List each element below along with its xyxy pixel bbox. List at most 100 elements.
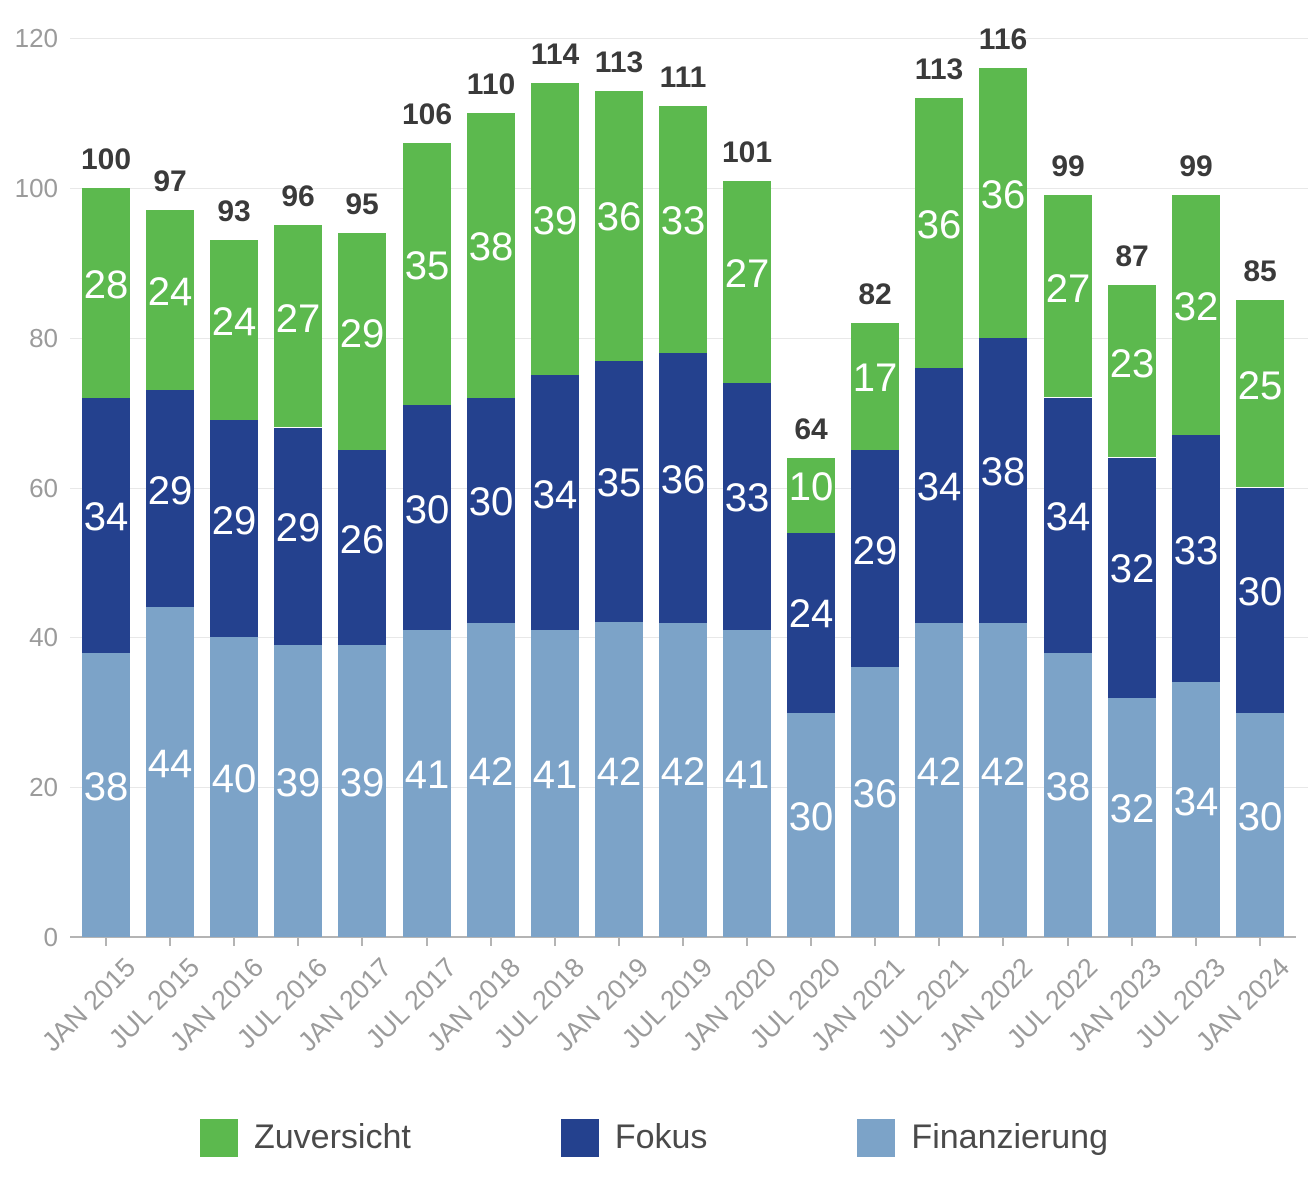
x-axis-tick (426, 937, 428, 946)
bar-segment-fokus-jan-2015 (82, 398, 130, 653)
legend-swatch-zuversicht (200, 1118, 238, 1157)
bar-total-label: 110 (466, 68, 516, 101)
segment-value-label: 30 (1237, 570, 1283, 614)
segment-value-label: 29 (275, 506, 321, 550)
segment-value-label: 36 (852, 772, 898, 816)
bar-segment-finanzierung-jan-2019 (595, 622, 643, 937)
bar-segment-fokus-jan-2021 (851, 450, 899, 667)
segment-value-label: 34 (83, 495, 129, 539)
bar-total-label: 64 (794, 413, 828, 446)
bar-total-label: 96 (281, 180, 315, 213)
x-axis-tick (554, 937, 556, 946)
segment-value-label: 29 (852, 529, 898, 573)
segment-value-label: 32 (1173, 285, 1219, 329)
segment-value-label: 42 (660, 750, 706, 794)
segment-value-label: 42 (468, 750, 514, 794)
segment-value-label: 29 (339, 312, 385, 356)
segment-value-label: 40 (211, 757, 257, 801)
segment-value-label: 32 (1109, 547, 1155, 591)
bar-segment-fokus-jul-2022 (1044, 398, 1092, 653)
x-axis-tick (682, 937, 684, 946)
bar-segment-fokus-jan-2023 (1108, 458, 1156, 698)
segment-value-label: 30 (788, 795, 834, 839)
segment-value-label: 36 (980, 173, 1026, 217)
segment-value-label: 34 (532, 473, 578, 517)
bar-segment-zuversicht-jul-2016 (274, 225, 322, 427)
legend-swatch-finanzierung (857, 1118, 896, 1157)
x-axis-tick (1067, 937, 1069, 946)
bar-segment-zuversicht-jul-2017 (403, 143, 451, 405)
bar-segment-zuversicht-jul-2021 (915, 98, 963, 368)
segment-value-label: 36 (916, 203, 962, 247)
bar-total-label: 100 (80, 143, 132, 176)
bar-total-label: 93 (217, 195, 251, 228)
segment-value-label: 39 (339, 761, 385, 805)
x-axis-tick (1195, 937, 1197, 946)
segment-value-label: 36 (596, 195, 642, 239)
segment-value-label: 25 (1237, 364, 1283, 408)
x-axis-tick (105, 937, 107, 946)
bar-total-label: 114 (530, 38, 580, 71)
bar-segment-zuversicht-jan-2024 (1236, 300, 1284, 487)
bar-total-label: 87 (1115, 240, 1149, 273)
bar-segment-fokus-jan-2016 (210, 420, 258, 637)
bar-total-label: 101 (721, 136, 773, 169)
bar-segment-finanzierung-jul-2019 (659, 622, 707, 937)
bar-segment-zuversicht-jul-2022 (1044, 195, 1092, 397)
bar-segment-finanzierung-jul-2021 (915, 622, 963, 937)
segment-value-label: 35 (404, 244, 450, 288)
bar-segment-finanzierung-jul-2016 (274, 645, 322, 937)
x-axis-tick (233, 937, 235, 946)
segment-value-label: 29 (147, 469, 193, 513)
x-axis-tick (618, 937, 620, 946)
bar-segment-zuversicht-jul-2020 (787, 458, 835, 533)
bar-segment-finanzierung-jan-2021 (851, 667, 899, 937)
segment-value-label: 41 (724, 753, 770, 797)
segment-value-label: 27 (724, 252, 770, 296)
legend-label-fokus: Fokus (614, 1118, 708, 1156)
bar-segment-finanzierung-jul-2023 (1172, 682, 1220, 937)
x-axis-tick (1259, 937, 1261, 946)
segment-value-label: 38 (980, 450, 1026, 494)
segment-value-label: 34 (916, 465, 962, 509)
bar-segment-fokus-jul-2021 (915, 368, 963, 623)
bar-segment-zuversicht-jul-2018 (531, 83, 579, 375)
segment-value-label: 32 (1109, 787, 1155, 831)
bar-segment-zuversicht-jul-2023 (1172, 195, 1220, 435)
bar-segment-zuversicht-jul-2019 (659, 106, 707, 353)
bar-segment-fokus-jan-2024 (1236, 488, 1284, 713)
segment-value-label: 42 (916, 750, 962, 794)
bar-total-label: 111 (659, 61, 707, 94)
bar-segment-zuversicht-jan-2021 (851, 323, 899, 450)
segment-value-label: 42 (980, 750, 1026, 794)
bar-segment-fokus-jul-2018 (531, 375, 579, 630)
bar-segment-fokus-jan-2018 (467, 398, 515, 623)
y-axis-tick-label: 40 (29, 622, 58, 652)
x-axis-tick (746, 937, 748, 946)
bar-segment-finanzierung-jan-2024 (1236, 712, 1284, 937)
segment-value-label: 44 (147, 742, 193, 786)
segment-value-label: 28 (83, 263, 129, 307)
bar-total-label: 95 (345, 188, 379, 221)
segment-value-label: 38 (83, 765, 129, 809)
segment-value-label: 34 (1173, 780, 1219, 824)
segment-value-label: 33 (660, 199, 706, 243)
segment-value-label: 30 (468, 480, 514, 524)
y-axis-tick-label: 0 (43, 922, 58, 952)
legend-swatch-fokus (560, 1118, 599, 1157)
segment-value-label: 41 (532, 753, 578, 797)
x-axis-tick (297, 937, 299, 946)
bar-segment-zuversicht-jan-2017 (338, 233, 386, 450)
x-axis-tick (810, 937, 812, 946)
bar-segment-finanzierung-jul-2018 (531, 630, 579, 937)
bar-total-label: 97 (153, 165, 187, 198)
x-axis-tick (938, 937, 940, 946)
segment-value-label: 23 (1109, 342, 1155, 386)
segment-value-label: 27 (1045, 267, 1091, 311)
bar-segment-finanzierung-jan-2016 (210, 637, 258, 937)
gridline-120 (70, 38, 1308, 39)
segment-value-label: 30 (1237, 795, 1283, 839)
bar-segment-fokus-jan-2022 (979, 338, 1027, 623)
